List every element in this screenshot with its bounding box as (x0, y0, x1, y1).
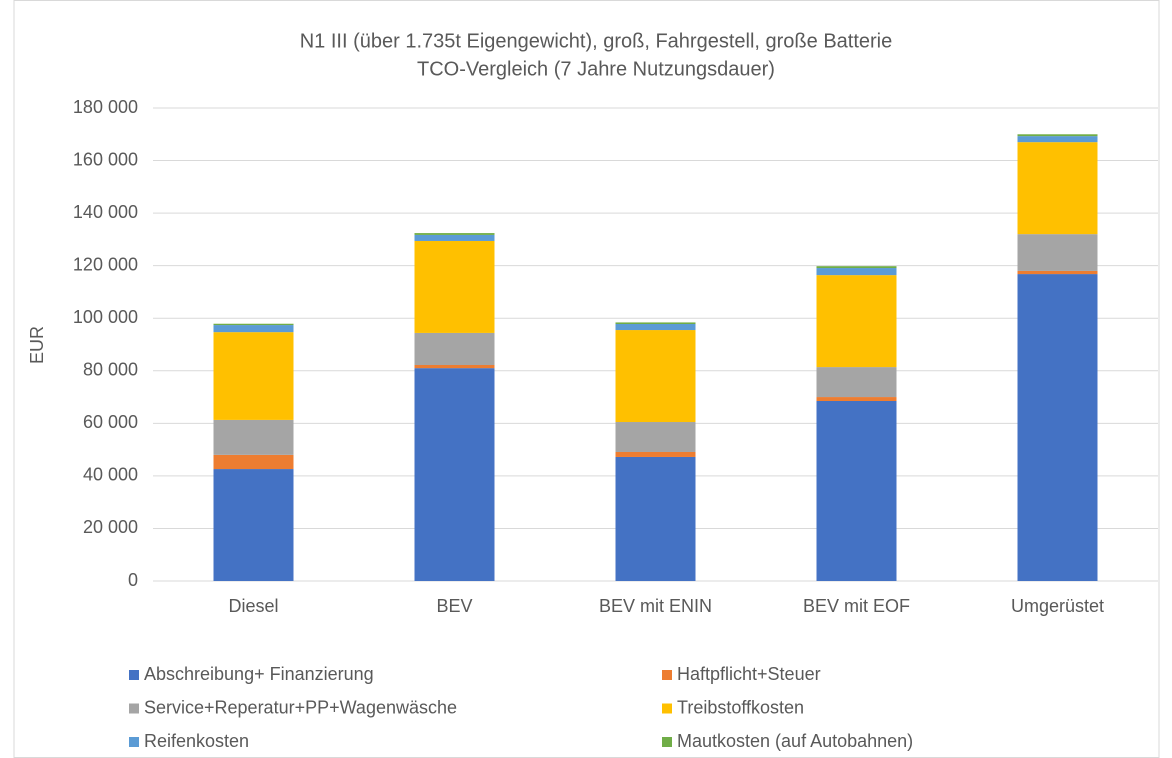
bar-segment (414, 233, 495, 235)
bar-segment (816, 275, 897, 368)
bar-segment (615, 322, 696, 325)
y-tick-label: 60 000 (83, 412, 138, 432)
bar-segment (213, 332, 294, 420)
chart-frame (13, 0, 1160, 758)
y-tick-label: 180 000 (73, 97, 138, 117)
bar-segment (1017, 134, 1098, 137)
legend-label: Mautkosten (auf Autobahnen) (677, 731, 913, 751)
bar-segment (414, 234, 495, 241)
bar-segment (615, 422, 696, 452)
bar-segment (615, 451, 696, 457)
bar-segment (213, 469, 294, 581)
y-axis-label: EUR (27, 326, 47, 364)
y-tick-label: 20 000 (83, 517, 138, 537)
x-tick-label: BEV (436, 596, 472, 616)
legend-label: Abschreibung+ Finanzierung (144, 664, 374, 684)
y-tick-label: 120 000 (73, 254, 138, 274)
bar-segment (615, 324, 696, 331)
bar-segment (1017, 270, 1098, 275)
legend-swatch (662, 737, 672, 747)
legend-swatch (129, 703, 139, 714)
chart-subtitle: TCO-Vergleich (7 Jahre Nutzungsdauer) (417, 58, 775, 80)
bar-segment (1017, 136, 1098, 143)
bar-segment (1017, 274, 1098, 581)
bar-segment (816, 367, 897, 398)
bar-segment (615, 330, 696, 423)
bar-segment (213, 419, 294, 455)
legend-label: Service+Reperatur+PP+Wagenwäsche (144, 697, 457, 717)
bar-segment (1017, 234, 1098, 271)
chart-title: N1 III (über 1.735t Eigengewicht), groß,… (300, 30, 893, 52)
bar-segment (213, 325, 294, 333)
x-tick-label: BEV mit EOF (803, 596, 910, 616)
bar-segment (414, 368, 495, 581)
legend-label: Reifenkosten (144, 731, 249, 751)
bar-segment (816, 266, 897, 269)
x-tick-label: Umgerüstet (1011, 596, 1104, 616)
x-tick-label: BEV mit ENIN (599, 596, 712, 616)
bar-segment (615, 456, 696, 581)
y-tick-label: 80 000 (83, 360, 138, 380)
y-tick-label: 100 000 (73, 307, 138, 327)
legend-label: Haftpflicht+Steuer (677, 664, 821, 684)
y-tick-label: 40 000 (83, 465, 138, 485)
legend-swatch (662, 670, 672, 680)
legend-swatch (129, 737, 139, 747)
bar-segment (816, 397, 897, 401)
legend-label: Treibstoffkosten (677, 697, 804, 717)
legend-swatch (662, 703, 672, 714)
bar-segment (414, 364, 495, 369)
bar-segment (816, 268, 897, 276)
bar-segment (414, 240, 495, 333)
bar-segment (1017, 142, 1098, 235)
x-tick-label: Diesel (228, 596, 278, 616)
y-tick-label: 140 000 (73, 202, 138, 222)
bar-segment (213, 323, 294, 326)
bar-segment (213, 454, 294, 470)
y-tick-label: 0 (128, 570, 138, 590)
bar-segment (414, 332, 495, 365)
bar-segment (816, 400, 897, 581)
y-tick-label: 160 000 (73, 149, 138, 169)
legend-swatch (129, 670, 139, 680)
